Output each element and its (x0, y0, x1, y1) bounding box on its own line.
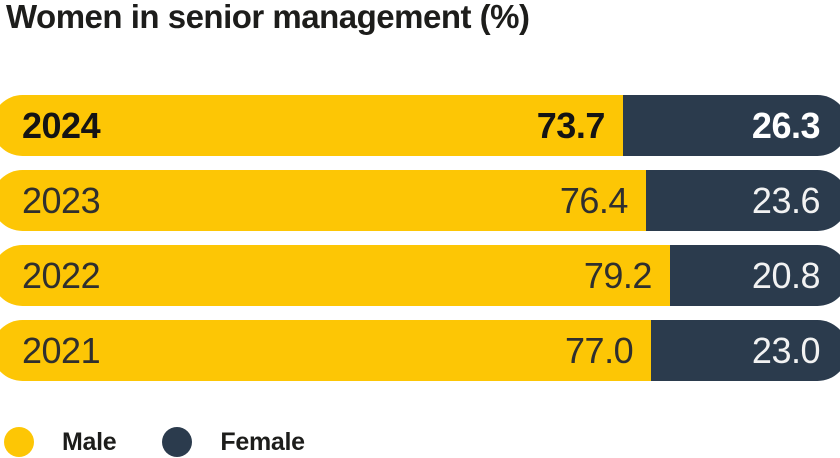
chart-title: Women in senior management (%) (6, 0, 530, 35)
bar-segment-female: 23.0 (651, 320, 840, 381)
bar-row-2021: 2021 77.0 23.0 (0, 320, 840, 381)
male-value-label: 76.4 (559, 179, 629, 221)
bar-segment-male: 2023 76.4 (0, 170, 646, 231)
bar-segment-female: 26.3 (622, 95, 840, 156)
year-label: 2021 (22, 329, 101, 371)
bar-segment-female: 20.8 (669, 245, 840, 306)
legend-item-male: Male (4, 427, 117, 457)
legend-swatch-female-icon (162, 427, 193, 457)
bar-group: 2024 73.7 26.3 2023 76.4 23.6 2022 79.2 … (0, 95, 840, 395)
male-value-label: 79.2 (583, 254, 653, 296)
bar-segment-male: 2022 79.2 (0, 245, 670, 306)
bar-row-2024: 2024 73.7 26.3 (0, 95, 840, 156)
male-value-label: 77.0 (565, 329, 634, 371)
female-value-label: 20.8 (751, 254, 821, 296)
bar-segment-female: 23.6 (645, 170, 840, 231)
bar-segment-male: 2021 77.0 (0, 320, 652, 381)
year-label: 2023 (22, 179, 101, 221)
bar-row-2022: 2022 79.2 20.8 (0, 245, 840, 306)
legend: Male Female (4, 427, 305, 457)
legend-label-female: Female (220, 427, 305, 456)
female-value-label: 23.6 (751, 179, 821, 221)
bar-segment-male: 2024 73.7 (0, 95, 623, 156)
legend-item-female: Female (162, 427, 305, 457)
bar-row-2023: 2023 76.4 23.6 (0, 170, 840, 231)
female-value-label: 23.0 (751, 329, 821, 371)
female-value-label: 26.3 (751, 104, 821, 146)
male-value-label: 73.7 (536, 104, 606, 146)
year-label: 2024 (22, 104, 101, 146)
legend-swatch-male-icon (4, 427, 34, 457)
legend-label-male: Male (62, 427, 117, 456)
year-label: 2022 (22, 254, 101, 296)
